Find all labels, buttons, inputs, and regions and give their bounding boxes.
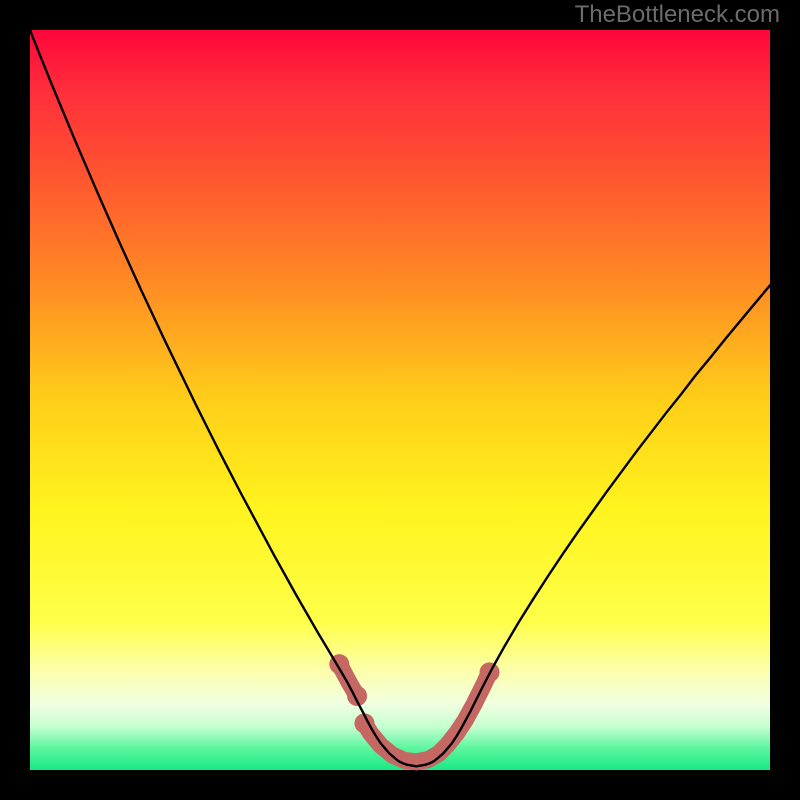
- chart-plot-area: [30, 30, 770, 770]
- watermark-text: TheBottleneck.com: [575, 0, 780, 30]
- bottleneck-curve-chart: [0, 0, 800, 800]
- chart-stage: TheBottleneck.com: [0, 0, 800, 800]
